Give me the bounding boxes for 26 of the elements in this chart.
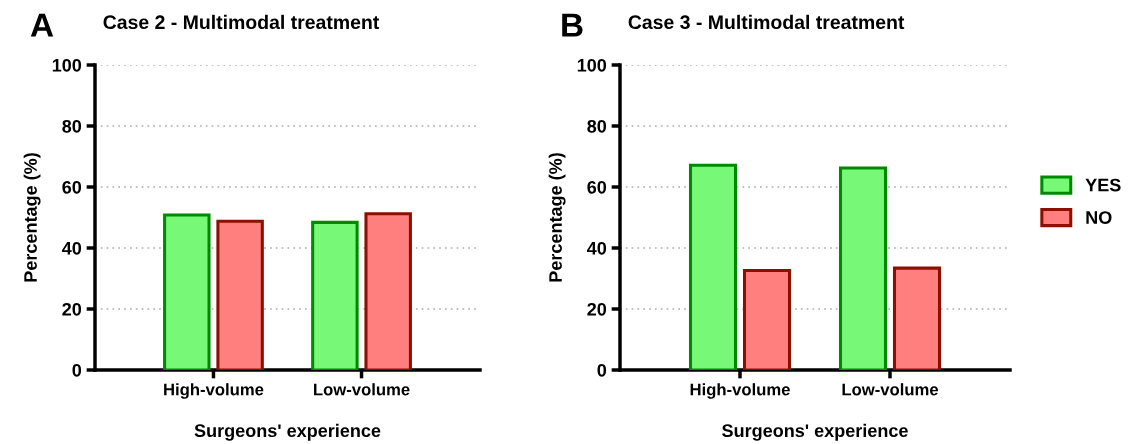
y-tick-label: 100 xyxy=(577,58,607,72)
x-tick-label: Low-volume xyxy=(314,383,410,396)
chart-title: Case 2 - Multimodal treatment xyxy=(103,14,380,30)
y-tick-label: 80 xyxy=(62,119,82,133)
legend-label: YES xyxy=(1085,178,1121,192)
y-tick-label: 60 xyxy=(587,180,607,194)
y-tick-label: 20 xyxy=(62,302,82,316)
y-tick-label: 0 xyxy=(597,363,607,377)
y-tick-label: 80 xyxy=(587,119,607,133)
y-tick-label: 40 xyxy=(62,241,82,255)
legend-label: NO xyxy=(1086,211,1112,224)
text: A xyxy=(30,13,54,37)
x-axis-title: Surgeons' experience xyxy=(194,423,381,441)
x-tick-label: High-volume xyxy=(690,383,790,399)
y-tick-label: 100 xyxy=(52,58,82,72)
y-tick-label: 60 xyxy=(62,180,82,194)
text: B xyxy=(562,13,583,37)
x-axis-title: Surgeons' experience xyxy=(722,423,908,441)
y-axis-title: Percentage (%) xyxy=(23,153,41,282)
x-tick-label: High-volume xyxy=(164,383,264,399)
chart-title: Case 3 - Multimodal treatment xyxy=(628,14,905,30)
y-tick-label: 0 xyxy=(72,363,82,377)
y-tick-label: 40 xyxy=(587,241,607,255)
y-tick-label: 20 xyxy=(587,302,607,316)
x-tick-label: Low-volume xyxy=(842,383,939,396)
y-axis-title: Percentage (%) xyxy=(548,153,566,282)
